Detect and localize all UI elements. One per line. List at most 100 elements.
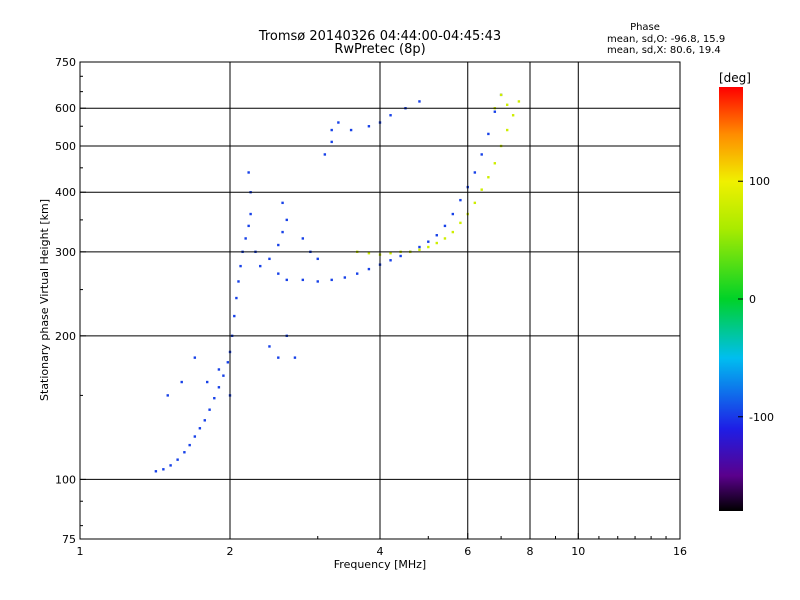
y-tick-label: 600 bbox=[55, 102, 76, 115]
data-point bbox=[226, 361, 230, 364]
data-point bbox=[222, 374, 225, 377]
data-point bbox=[511, 114, 515, 117]
data-point bbox=[493, 162, 497, 165]
x-tick-label: 10 bbox=[571, 545, 585, 558]
x-tick-label: 6 bbox=[464, 545, 471, 558]
data-point bbox=[285, 278, 288, 282]
data-point bbox=[473, 171, 477, 174]
x-tick-label: 1 bbox=[77, 545, 84, 558]
data-point bbox=[517, 100, 521, 103]
data-point bbox=[330, 140, 333, 144]
data-point bbox=[480, 153, 483, 156]
data-point bbox=[427, 245, 430, 249]
data-point bbox=[505, 103, 509, 107]
data-point bbox=[217, 368, 221, 371]
data-point bbox=[198, 427, 202, 430]
data-point bbox=[343, 276, 347, 279]
y-tick-label: 300 bbox=[55, 246, 76, 259]
colorbar: -100 0 100 bbox=[719, 87, 774, 511]
data-point bbox=[399, 254, 402, 258]
data-point bbox=[418, 245, 421, 249]
data-point bbox=[285, 218, 288, 222]
data-point bbox=[418, 100, 421, 103]
y-tick-label: 500 bbox=[55, 140, 76, 153]
phase-box-title: Phase bbox=[630, 22, 660, 33]
x-tick-label: 2 bbox=[227, 545, 234, 558]
data-point bbox=[487, 132, 490, 136]
colorbar-tick-label: -100 bbox=[749, 411, 774, 424]
y-tick-label: 75 bbox=[62, 533, 76, 546]
data-point bbox=[233, 314, 236, 318]
data-point bbox=[176, 458, 179, 461]
colorbar-tick-label: 0 bbox=[749, 293, 756, 306]
data-point bbox=[367, 267, 371, 271]
data-point bbox=[493, 110, 497, 113]
data-point bbox=[213, 396, 216, 400]
data-point bbox=[235, 296, 238, 300]
data-point bbox=[337, 121, 340, 124]
x-tick-label: 4 bbox=[377, 545, 384, 558]
data-point bbox=[435, 234, 438, 237]
data-points bbox=[154, 93, 521, 473]
x-tick-label: 16 bbox=[673, 545, 687, 558]
data-point bbox=[389, 259, 392, 262]
data-point bbox=[451, 212, 455, 216]
y-axis-ticks: 75 100 200 300 400 500 600 750 bbox=[55, 56, 86, 546]
data-point bbox=[277, 356, 280, 359]
chart-subtitle: RwPretec (8p) bbox=[334, 42, 425, 57]
y-tick-label: 200 bbox=[55, 330, 76, 343]
data-point bbox=[505, 128, 509, 132]
data-point bbox=[281, 230, 284, 234]
x-axis-label: Frequency [MHz] bbox=[334, 558, 426, 571]
data-point bbox=[183, 451, 186, 454]
data-point bbox=[277, 243, 280, 247]
data-point bbox=[443, 224, 447, 228]
data-point bbox=[459, 221, 462, 225]
data-point bbox=[208, 408, 211, 411]
colorbar-tick-label: 100 bbox=[749, 175, 770, 188]
x-axis-ticks: 1 2 4 6 8 10 16 bbox=[77, 533, 687, 558]
data-point bbox=[154, 470, 158, 473]
data-point bbox=[237, 280, 240, 283]
data-point bbox=[323, 153, 327, 156]
data-point bbox=[473, 201, 477, 205]
data-point bbox=[281, 201, 284, 205]
data-point bbox=[268, 257, 271, 261]
data-point bbox=[418, 248, 421, 251]
data-point bbox=[193, 356, 197, 359]
data-point bbox=[330, 128, 333, 132]
data-point bbox=[239, 264, 242, 268]
data-point bbox=[367, 252, 371, 255]
data-point bbox=[169, 464, 172, 467]
y-tick-label: 400 bbox=[55, 186, 76, 199]
data-point bbox=[180, 380, 183, 384]
data-point bbox=[480, 188, 483, 191]
data-point bbox=[188, 443, 191, 447]
data-point bbox=[499, 93, 503, 97]
data-point bbox=[203, 419, 206, 422]
chart-title: Tromsø 20140326 04:44:00-04:45:43 bbox=[258, 29, 501, 44]
data-point bbox=[293, 356, 297, 359]
data-point bbox=[443, 237, 447, 240]
data-point bbox=[268, 345, 271, 348]
data-point bbox=[316, 280, 319, 283]
data-point bbox=[355, 272, 359, 275]
data-point bbox=[166, 394, 169, 397]
data-point bbox=[330, 278, 333, 282]
data-point bbox=[301, 237, 305, 240]
data-point bbox=[427, 240, 430, 243]
data-point bbox=[162, 468, 165, 471]
data-point bbox=[389, 114, 392, 117]
data-point bbox=[193, 435, 197, 438]
data-point bbox=[349, 128, 353, 132]
y-axis-label: Stationary phase Virtual Height [km] bbox=[38, 199, 51, 401]
data-point bbox=[389, 252, 392, 255]
data-point bbox=[249, 212, 252, 216]
data-point bbox=[459, 198, 462, 202]
data-point bbox=[244, 237, 247, 240]
data-point bbox=[277, 272, 280, 275]
data-point bbox=[247, 171, 250, 174]
colorbar-label: [deg] bbox=[719, 71, 751, 85]
data-point bbox=[301, 278, 305, 282]
